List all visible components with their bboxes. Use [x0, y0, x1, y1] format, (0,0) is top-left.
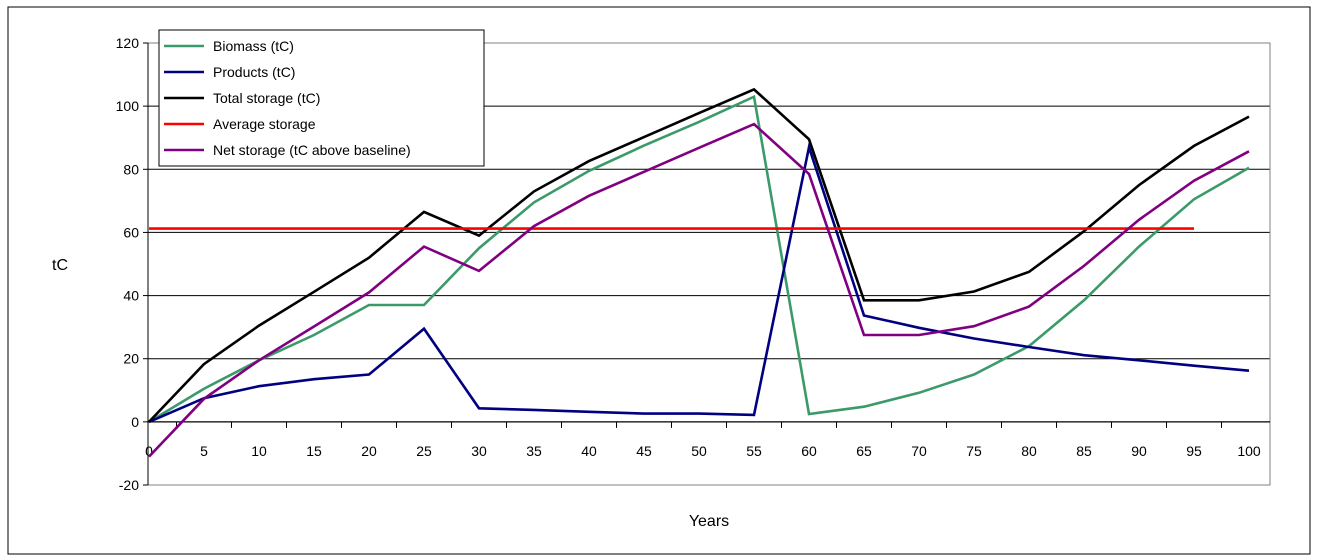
x-tick-label: 35 [526, 443, 542, 459]
x-axis-title: Years [689, 513, 729, 530]
x-tick-label: 100 [1237, 443, 1261, 459]
series-line-4 [148, 122, 1250, 458]
x-tick-label: 40 [581, 443, 597, 459]
y-tick-label: 60 [123, 224, 139, 240]
y-tick-label: 0 [131, 414, 139, 430]
legend-label: Average storage [213, 116, 316, 132]
x-tick-label: 80 [1021, 443, 1037, 459]
x-tick-label: 45 [636, 443, 652, 459]
x-tick-label: 70 [911, 443, 927, 459]
legend-label: Biomass (tC) [213, 38, 294, 54]
series-lines [148, 87, 1250, 458]
legend: Biomass (tC) Products (tC) Total storage (… [158, 29, 485, 167]
x-tick-label: 5 [200, 443, 208, 459]
x-tick-label: 30 [471, 443, 487, 459]
x-tick-label: 85 [1076, 443, 1092, 459]
x-tick-label: 0 [145, 443, 153, 459]
legend-label: Total storage (tC) [213, 90, 320, 106]
x-tick-label: 60 [801, 443, 817, 459]
y-tick-label: 80 [123, 161, 139, 177]
legend-label: Products (tC) [213, 64, 295, 80]
y-tick-label: 40 [123, 288, 139, 304]
legend-box [158, 29, 485, 167]
series-line-0 [148, 94, 1250, 424]
axes: -20 0 20 40 60 80 100 120 0 5 10 15 20 25 30 35 40 45 50 55… [116, 35, 1270, 493]
y-tick-label: 100 [116, 98, 140, 114]
legend-label: Net storage (tC above baseline) [213, 142, 411, 158]
series-line-1 [148, 142, 1250, 424]
x-tick-label: 25 [416, 443, 432, 459]
x-tick-label: 75 [966, 443, 982, 459]
x-tick-label: 50 [691, 443, 707, 459]
y-tick-label: -20 [119, 477, 139, 493]
x-tick-label: 65 [856, 443, 872, 459]
x-tick-label: 90 [1131, 443, 1147, 459]
y-axis-title: tC [52, 257, 68, 274]
x-tick-label: 55 [746, 443, 762, 459]
x-tick-label: 20 [361, 443, 377, 459]
x-tick-label: 10 [251, 443, 267, 459]
y-tick-label: 20 [123, 351, 139, 367]
series-line-2 [148, 87, 1250, 423]
x-tick-label: 15 [306, 443, 322, 459]
x-tick-label: 95 [1186, 443, 1202, 459]
y-tick-label: 120 [116, 35, 140, 51]
